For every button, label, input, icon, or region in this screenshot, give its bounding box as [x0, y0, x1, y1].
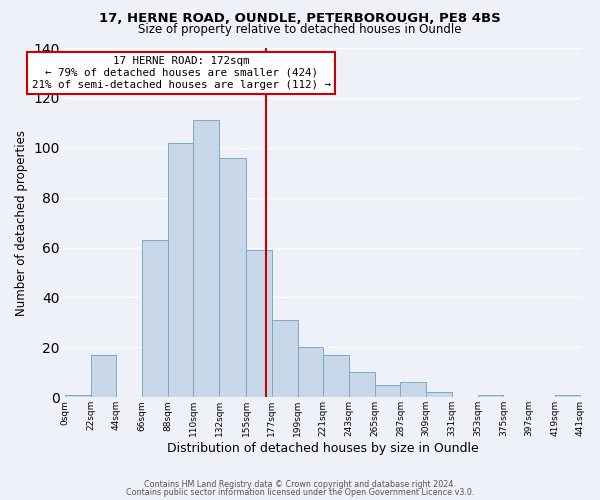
Bar	[374, 385, 400, 398]
Bar	[298, 348, 323, 398]
Text: Contains HM Land Registry data © Crown copyright and database right 2024.: Contains HM Land Registry data © Crown c…	[144, 480, 456, 489]
Bar	[65, 395, 91, 398]
Text: 17 HERNE ROAD: 172sqm
← 79% of detached houses are smaller (424)
21% of semi-det: 17 HERNE ROAD: 172sqm ← 79% of detached …	[32, 56, 331, 90]
Bar	[555, 395, 581, 398]
Bar	[91, 355, 116, 398]
Bar	[478, 395, 503, 398]
X-axis label: Distribution of detached houses by size in Oundle: Distribution of detached houses by size …	[167, 442, 479, 455]
Bar	[167, 143, 193, 398]
Bar	[246, 250, 272, 398]
Bar	[142, 240, 167, 398]
Text: 17, HERNE ROAD, OUNDLE, PETERBOROUGH, PE8 4BS: 17, HERNE ROAD, OUNDLE, PETERBOROUGH, PE…	[99, 12, 501, 26]
Bar	[219, 158, 246, 398]
Text: Size of property relative to detached houses in Oundle: Size of property relative to detached ho…	[138, 22, 462, 36]
Bar	[400, 382, 426, 398]
Bar	[193, 120, 219, 398]
Bar	[323, 355, 349, 398]
Bar	[349, 372, 374, 398]
Bar	[272, 320, 298, 398]
Bar	[426, 392, 452, 398]
Y-axis label: Number of detached properties: Number of detached properties	[15, 130, 28, 316]
Text: Contains public sector information licensed under the Open Government Licence v3: Contains public sector information licen…	[126, 488, 474, 497]
